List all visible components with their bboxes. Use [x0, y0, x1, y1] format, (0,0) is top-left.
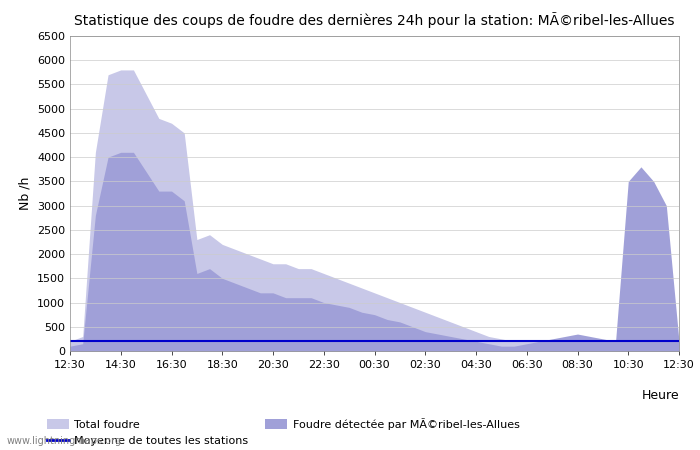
Legend: Total foudre, Moyenne de toutes les stations, Foudre détectée par MÃ©ribel-les-A: Total foudre, Moyenne de toutes les stat…: [42, 413, 524, 450]
X-axis label: Heure: Heure: [642, 389, 680, 402]
Text: www.lightningmaps.org: www.lightningmaps.org: [7, 436, 122, 446]
Y-axis label: Nb /h: Nb /h: [18, 177, 32, 210]
Title: Statistique des coups de foudre des dernières 24h pour la station: MÃ©ribel-les-: Statistique des coups de foudre des dern…: [74, 12, 675, 28]
